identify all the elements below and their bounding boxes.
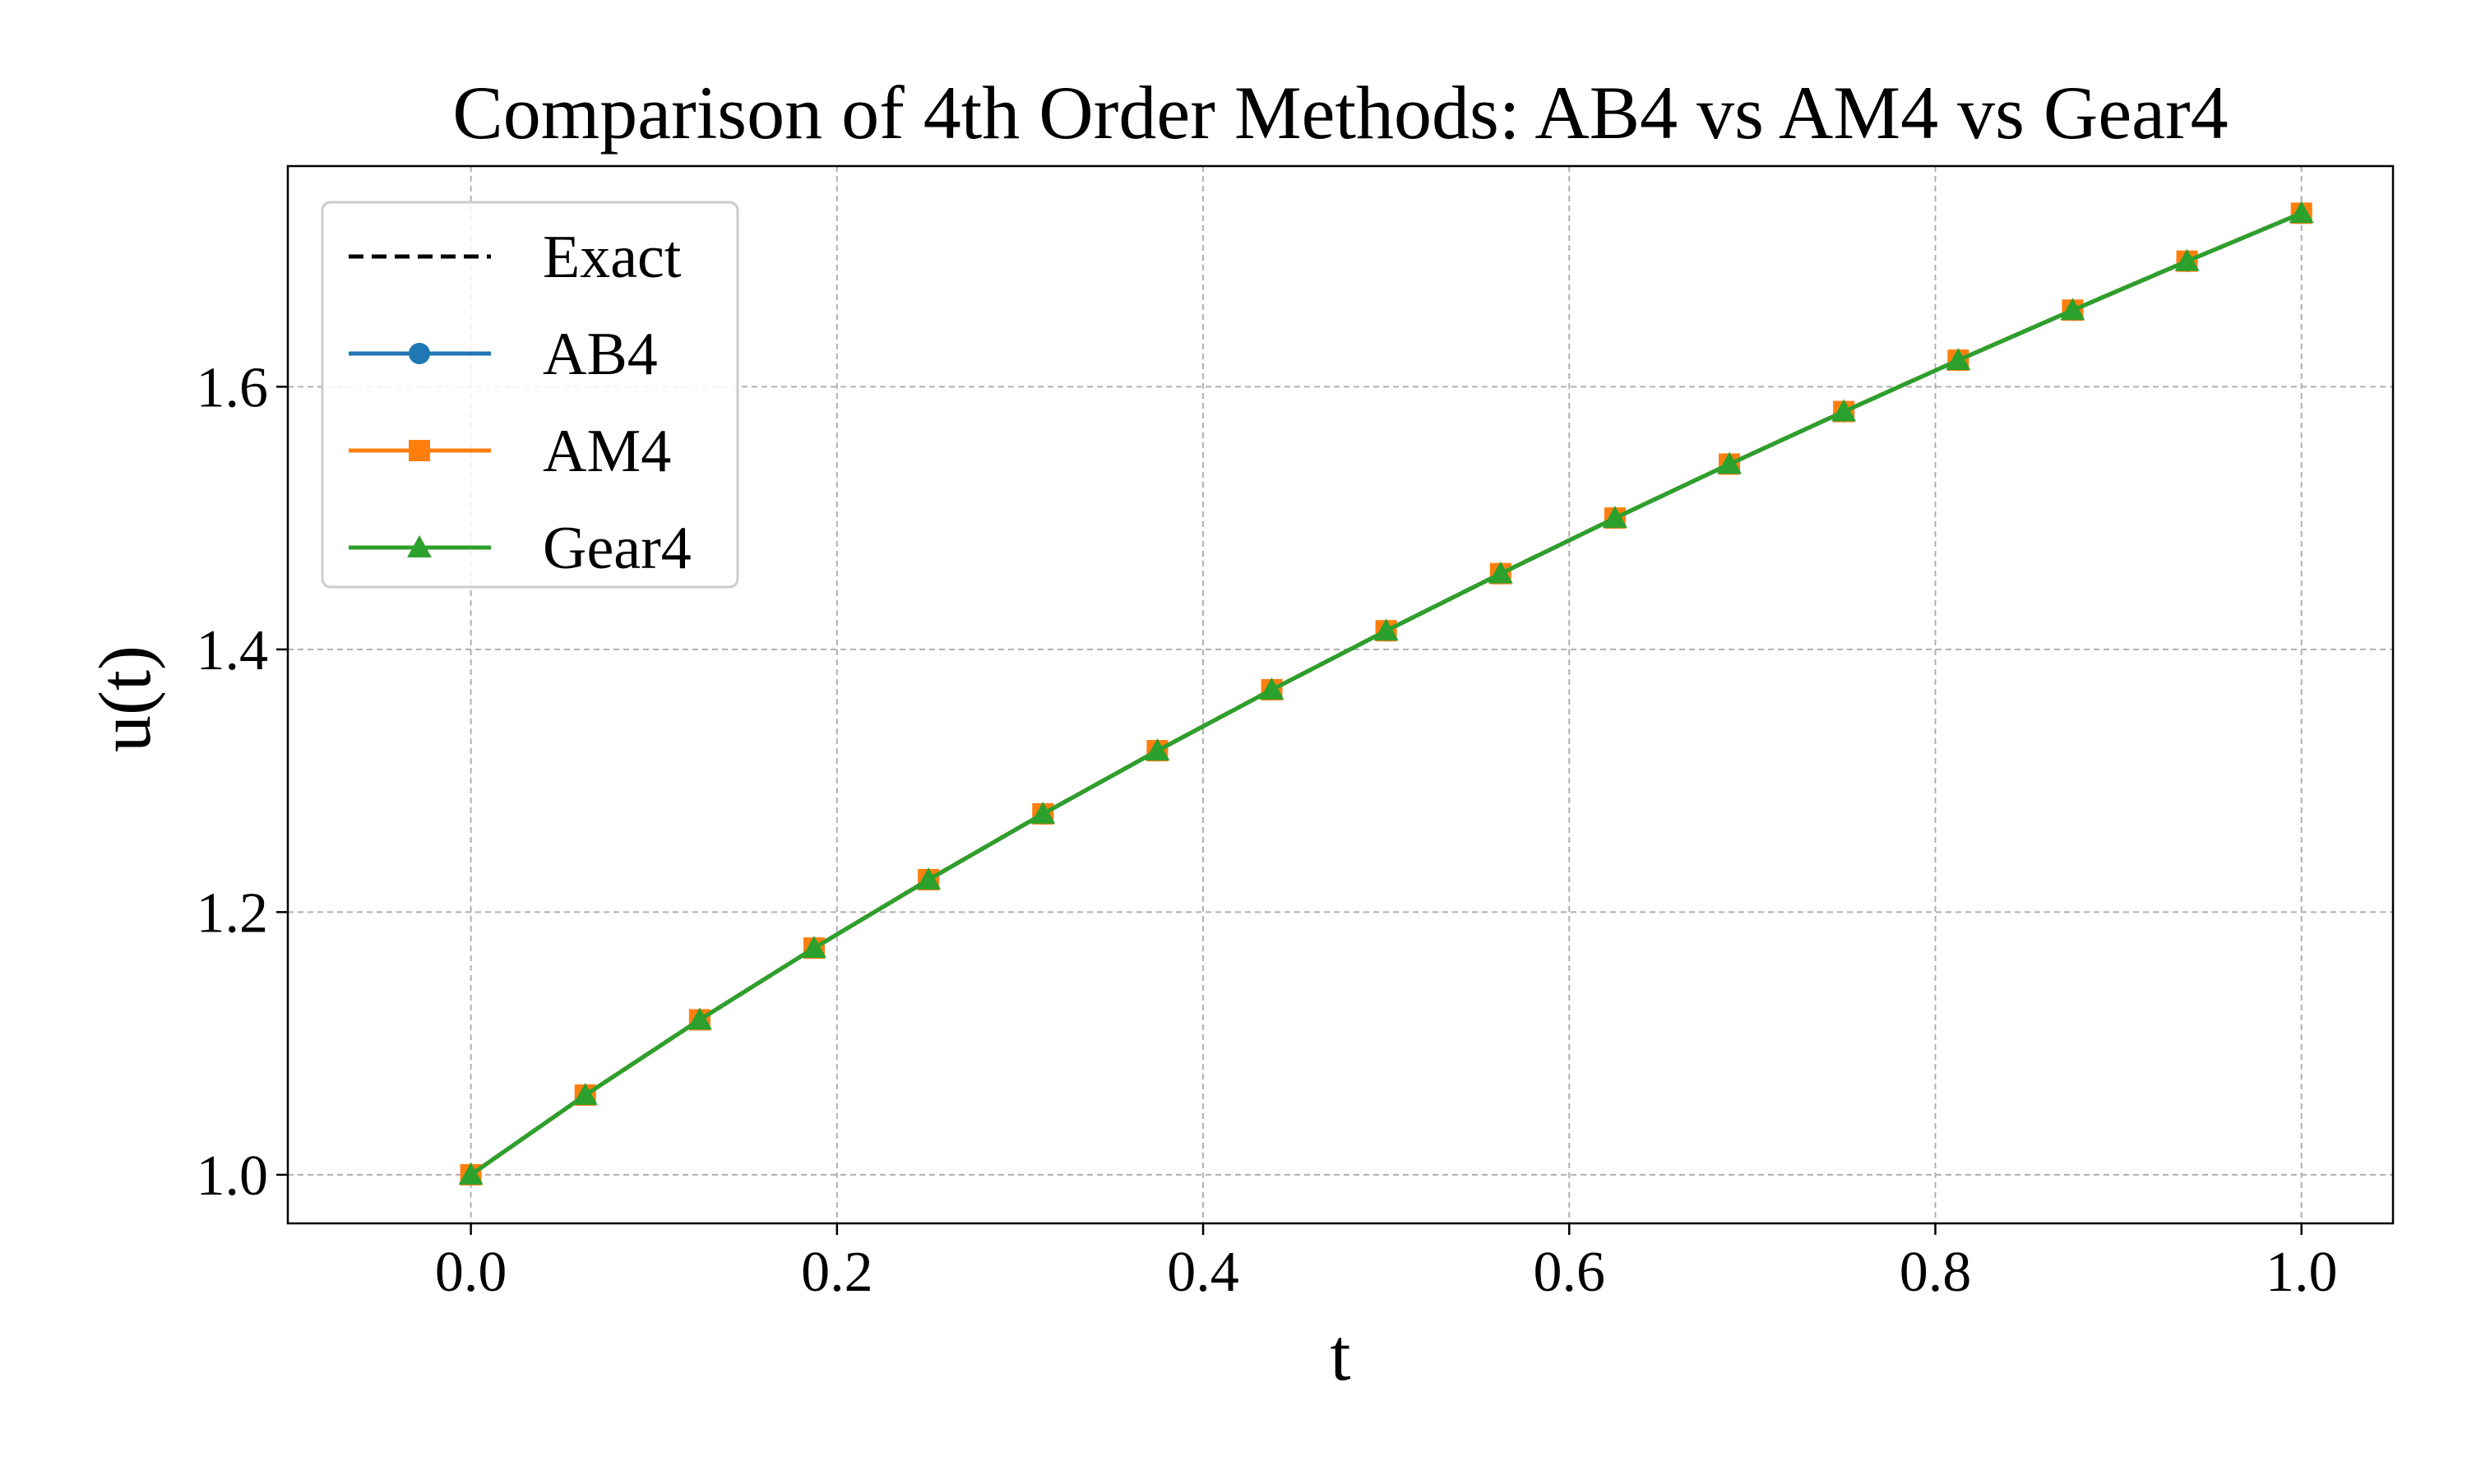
data-point-gear4 bbox=[1145, 738, 1170, 761]
data-point-gear4 bbox=[1831, 399, 1857, 422]
plot-area-frame bbox=[286, 164, 2395, 1225]
x-tick-label: 0.6 bbox=[1534, 1241, 1606, 1304]
y-tick-label: 1.2 bbox=[197, 881, 269, 945]
data-point-gear4 bbox=[1259, 677, 1284, 700]
legend-label: Gear4 bbox=[543, 515, 692, 582]
y-tick-label: 1.6 bbox=[197, 356, 269, 419]
legend-marker bbox=[409, 440, 430, 461]
data-point-gear4 bbox=[2174, 248, 2200, 271]
data-point-gear4 bbox=[1717, 451, 1742, 474]
data-point-gear4 bbox=[458, 1162, 484, 1185]
legend-label: AB4 bbox=[543, 321, 658, 388]
x-tick-label: 0.2 bbox=[801, 1241, 873, 1304]
legend-box bbox=[321, 201, 739, 589]
tick-layer: 0.0 0.2 0.4 0.6 0.8 1.0 1.0 1.2 1.4 1.6 bbox=[197, 356, 2338, 1304]
data-point-gear4 bbox=[1488, 561, 1513, 584]
data-point-gear4 bbox=[1946, 348, 1971, 371]
data-point-gear4 bbox=[1602, 506, 1627, 529]
data-point-gear4 bbox=[2060, 298, 2085, 321]
series-layer bbox=[458, 201, 2314, 1186]
y-tick-label: 1.4 bbox=[197, 619, 269, 682]
legend-item-am4: AM4 bbox=[349, 418, 671, 485]
data-point-gear4 bbox=[2289, 201, 2314, 224]
data-point-gear4 bbox=[802, 936, 826, 959]
legend-label: Exact bbox=[543, 224, 682, 291]
legend-item-exact: Exact bbox=[349, 224, 682, 291]
data-point-gear4 bbox=[1030, 801, 1056, 824]
series-gear4 bbox=[458, 201, 2314, 1185]
legend-item-gear4: Gear4 bbox=[349, 515, 692, 582]
data-point-gear4 bbox=[687, 1007, 712, 1030]
legend-marker bbox=[407, 535, 432, 557]
legend-label: AM4 bbox=[543, 418, 671, 485]
legend: Exact AB4 AM4 Gear4 bbox=[321, 201, 739, 589]
x-tick-label: 0.4 bbox=[1167, 1241, 1239, 1304]
data-point-gear4 bbox=[916, 867, 942, 890]
x-axis-label: t bbox=[1330, 1315, 1350, 1396]
data-point-gear4 bbox=[572, 1082, 598, 1105]
x-tick-label: 0.0 bbox=[435, 1241, 507, 1304]
x-tick-label: 1.0 bbox=[2266, 1241, 2338, 1304]
y-axis-label: u(t) bbox=[85, 645, 166, 752]
data-point-gear4 bbox=[1373, 618, 1399, 641]
x-tick-label: 0.8 bbox=[1900, 1241, 1972, 1304]
legend-item-ab4: AB4 bbox=[349, 321, 658, 388]
chart-title: Comparison of 4th Order Methods: AB4 vs … bbox=[452, 71, 2228, 155]
legend-marker bbox=[409, 343, 430, 364]
y-tick-label: 1.0 bbox=[197, 1144, 269, 1208]
